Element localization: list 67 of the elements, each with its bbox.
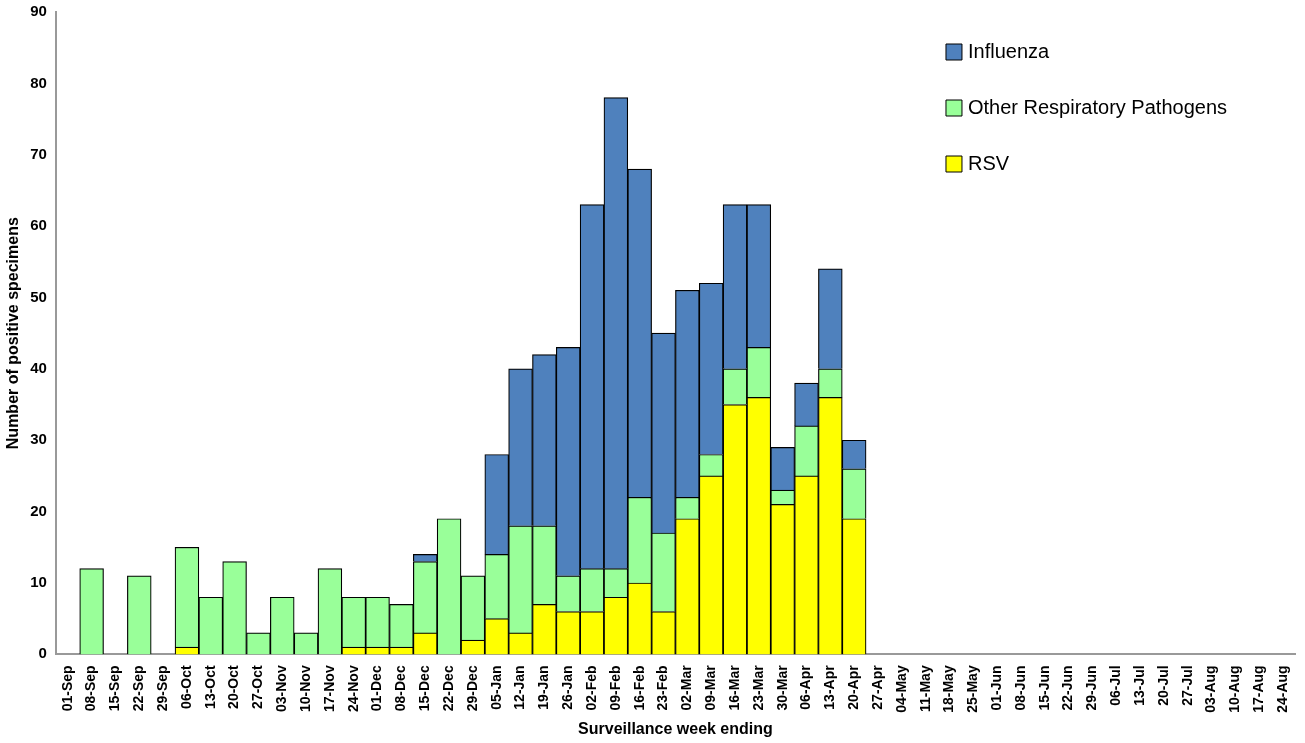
- x-tick-label: 05-Jan: [487, 665, 504, 710]
- y-tick-label: 50: [30, 287, 47, 305]
- y-tick-label: 70: [30, 144, 47, 162]
- x-tick-label: 15-Jun: [1035, 665, 1052, 711]
- x-tick-label: 29-Sep: [153, 665, 170, 712]
- x-tick-label: 22-Jun: [1059, 665, 1076, 711]
- x-tick-label: 11-May: [916, 665, 933, 713]
- x-tick-label: 06-Jul: [1107, 665, 1124, 706]
- x-tick-label: 22-Dec: [439, 665, 456, 712]
- x-tick-label: 27-Oct: [249, 665, 266, 709]
- x-tick-label: 13-Oct: [201, 665, 218, 709]
- x-tick-label: 20-Jul: [1154, 665, 1171, 706]
- x-tick-label: 09-Mar: [702, 664, 719, 711]
- y-tick-label: 60: [30, 216, 47, 234]
- x-tick-label: 17-Aug: [1250, 665, 1267, 713]
- y-tick-label: 80: [30, 73, 47, 91]
- x-tick-label: 24-Nov: [344, 665, 361, 713]
- x-tick-label: 12-Jan: [511, 665, 528, 710]
- x-tick-label: 16-Feb: [630, 665, 647, 711]
- x-tick-label: 27-Jul: [1178, 665, 1195, 706]
- x-tick-label: 29-Jun: [1083, 665, 1100, 711]
- legend-label: Other Respiratory Pathogens: [967, 95, 1228, 118]
- x-tick-label: 08-Sep: [82, 665, 99, 712]
- x-tick-label: 20-Apr: [845, 664, 862, 710]
- legend-label: Influenza: [967, 39, 1051, 62]
- x-tick-label: 18-May: [940, 665, 957, 713]
- x-tick-label: 03-Aug: [1202, 665, 1219, 713]
- x-tick-label: 17-Nov: [320, 665, 337, 713]
- x-tick-label: 23-Mar: [749, 664, 766, 711]
- x-tick-label: 04-May: [892, 665, 909, 713]
- y-tick-label: 90: [30, 2, 47, 20]
- x-tick-label: 16-Mar: [725, 664, 742, 711]
- x-tick-label: 13-Jul: [1130, 665, 1147, 706]
- x-tick-label: 03-Nov: [273, 665, 290, 713]
- x-tick-label: 15-Sep: [106, 665, 123, 712]
- x-tick-label: 02-Feb: [582, 665, 599, 711]
- x-tick-label: 23-Feb: [654, 665, 671, 711]
- x-tick-label: 08-Jun: [1011, 665, 1028, 711]
- x-tick-label: 24-Aug: [1273, 665, 1290, 713]
- x-tick-label: 10-Nov: [296, 665, 313, 713]
- x-tick-label: 26-Jan: [559, 665, 576, 710]
- x-tick-label: 06-Oct: [177, 665, 194, 709]
- legend-label: RSV: [967, 151, 1010, 174]
- x-tick-label: 06-Apr: [797, 664, 814, 710]
- x-tick-label: 01-Dec: [368, 665, 385, 712]
- x-tick-label: 29-Dec: [463, 665, 480, 712]
- x-tick-label: 10-Aug: [1226, 665, 1243, 713]
- y-tick-label: 20: [30, 501, 47, 519]
- y-tick-label: 10: [30, 573, 47, 591]
- x-tick-label: 01-Sep: [58, 665, 75, 712]
- x-tick-label: 13-Apr: [821, 664, 838, 710]
- x-tick-label: 20-Oct: [225, 665, 242, 709]
- x-tick-label: 27-Apr: [868, 664, 885, 710]
- x-axis-title: Surveillance week ending: [578, 719, 773, 737]
- y-tick-label: 30: [30, 430, 47, 448]
- x-tick-label: 30-Mar: [773, 664, 790, 711]
- x-tick-label: 02-Mar: [678, 664, 695, 711]
- x-tick-label: 09-Feb: [606, 665, 623, 711]
- x-tick-label: 22-Sep: [130, 665, 147, 712]
- x-tick-label: 19-Jan: [535, 665, 552, 710]
- x-tick-label: 25-May: [964, 665, 981, 713]
- x-tick-label: 01-Jun: [988, 665, 1004, 711]
- y-axis-title: Number of positive specimens: [4, 217, 22, 450]
- x-tick-label: 08-Dec: [392, 665, 409, 712]
- y-tick-label: 40: [30, 358, 47, 376]
- y-tick-label: 0: [38, 644, 47, 662]
- x-tick-label: 15-Dec: [416, 665, 433, 712]
